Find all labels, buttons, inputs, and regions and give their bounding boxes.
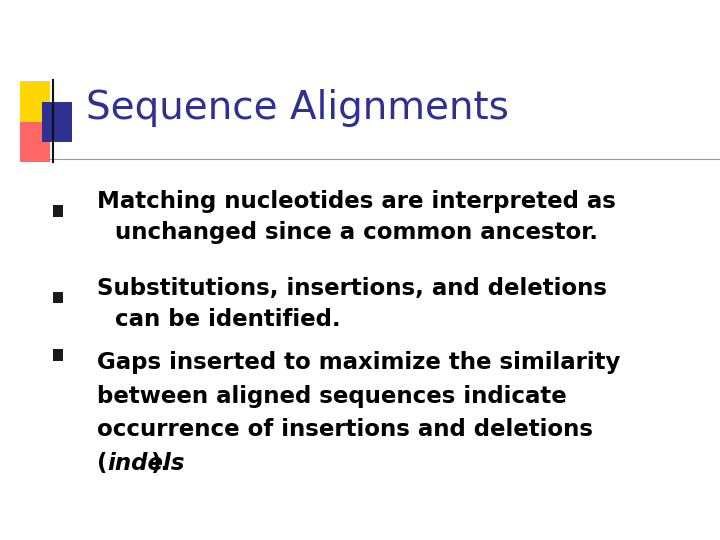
Text: Gaps inserted to maximize the similarity: Gaps inserted to maximize the similarity bbox=[97, 352, 621, 374]
Text: indels: indels bbox=[107, 452, 185, 475]
Text: can be identified.: can be identified. bbox=[115, 308, 341, 330]
Text: Matching nucleotides are interpreted as: Matching nucleotides are interpreted as bbox=[97, 191, 616, 213]
Bar bbox=[20, 122, 50, 162]
Text: ).: ). bbox=[150, 452, 170, 475]
Bar bbox=[53, 292, 63, 303]
Bar bbox=[53, 349, 63, 361]
Text: Substitutions, insertions, and deletions: Substitutions, insertions, and deletions bbox=[97, 277, 607, 300]
Text: occurrence of insertions and deletions: occurrence of insertions and deletions bbox=[97, 418, 593, 441]
Bar bbox=[53, 205, 63, 217]
Bar bbox=[20, 81, 50, 122]
Bar bbox=[42, 102, 72, 142]
Text: Sequence Alignments: Sequence Alignments bbox=[86, 89, 509, 127]
Text: between aligned sequences indicate: between aligned sequences indicate bbox=[97, 385, 567, 408]
Text: unchanged since a common ancestor.: unchanged since a common ancestor. bbox=[115, 221, 598, 244]
Text: (: ( bbox=[97, 452, 108, 475]
